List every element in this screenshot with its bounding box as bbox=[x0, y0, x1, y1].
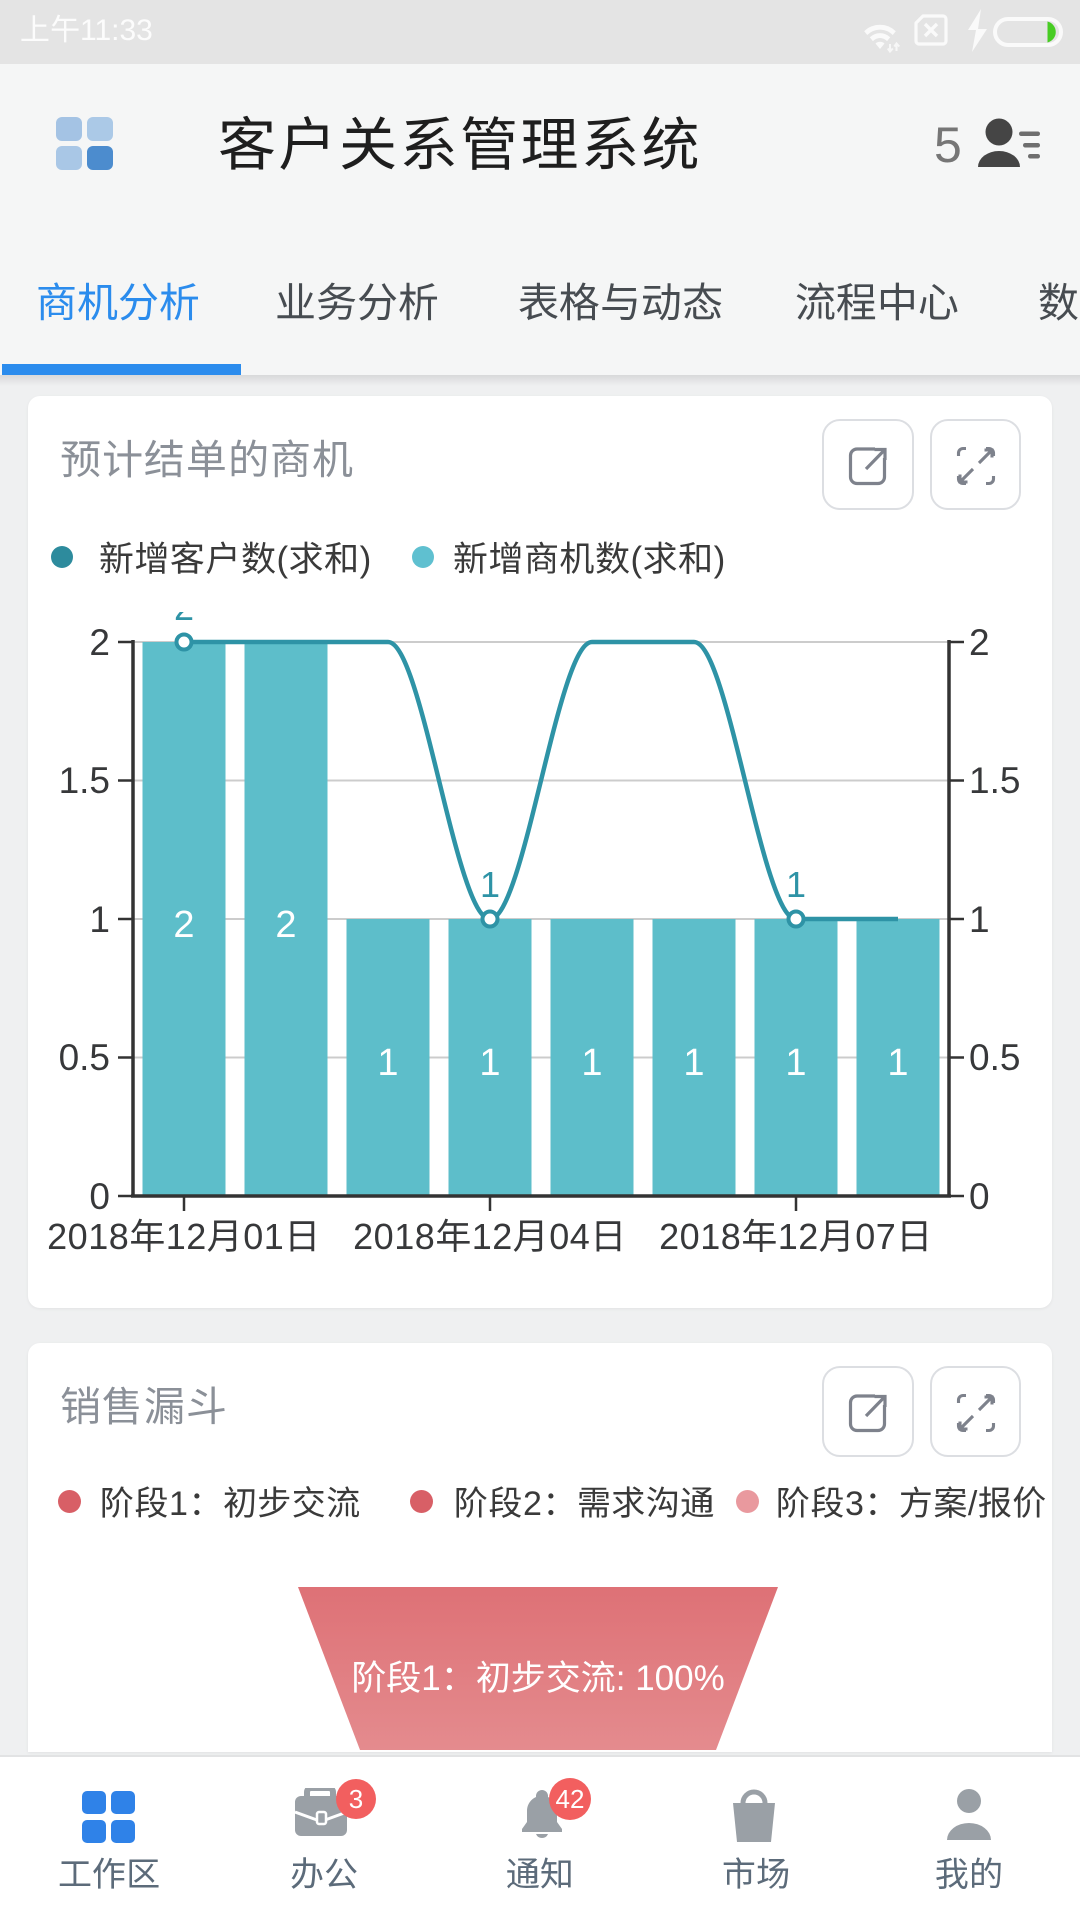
svg-text:2: 2 bbox=[89, 622, 110, 663]
svg-text:阶段1：初步交流: 100%: 阶段1：初步交流: 100% bbox=[351, 1659, 724, 1698]
svg-text:2: 2 bbox=[275, 904, 296, 946]
svg-text:1: 1 bbox=[377, 1042, 398, 1084]
svg-text:1: 1 bbox=[480, 864, 500, 905]
svg-text:0: 0 bbox=[969, 1176, 990, 1217]
svg-text:0: 0 bbox=[89, 1176, 110, 1217]
svg-text:0.5: 0.5 bbox=[59, 1037, 110, 1078]
svg-text:1.5: 1.5 bbox=[969, 760, 1020, 801]
svg-text:2: 2 bbox=[174, 612, 194, 628]
svg-text:2: 2 bbox=[969, 622, 990, 663]
svg-text:1: 1 bbox=[89, 899, 110, 940]
svg-text:1: 1 bbox=[479, 1042, 500, 1084]
svg-text:0.5: 0.5 bbox=[969, 1037, 1020, 1078]
svg-text:1: 1 bbox=[683, 1042, 704, 1084]
svg-text:2018年12月01日: 2018年12月01日 bbox=[47, 1216, 321, 1257]
svg-text:1: 1 bbox=[969, 899, 990, 940]
svg-text:2: 2 bbox=[173, 904, 194, 946]
svg-text:1: 1 bbox=[785, 1042, 806, 1084]
svg-text:1.5: 1.5 bbox=[59, 760, 110, 801]
svg-text:2018年12月04日: 2018年12月04日 bbox=[353, 1216, 627, 1257]
svg-text:1: 1 bbox=[786, 864, 806, 905]
svg-text:2018年12月07日: 2018年12月07日 bbox=[659, 1216, 933, 1257]
svg-text:1: 1 bbox=[887, 1042, 908, 1084]
svg-text:1: 1 bbox=[581, 1042, 602, 1084]
